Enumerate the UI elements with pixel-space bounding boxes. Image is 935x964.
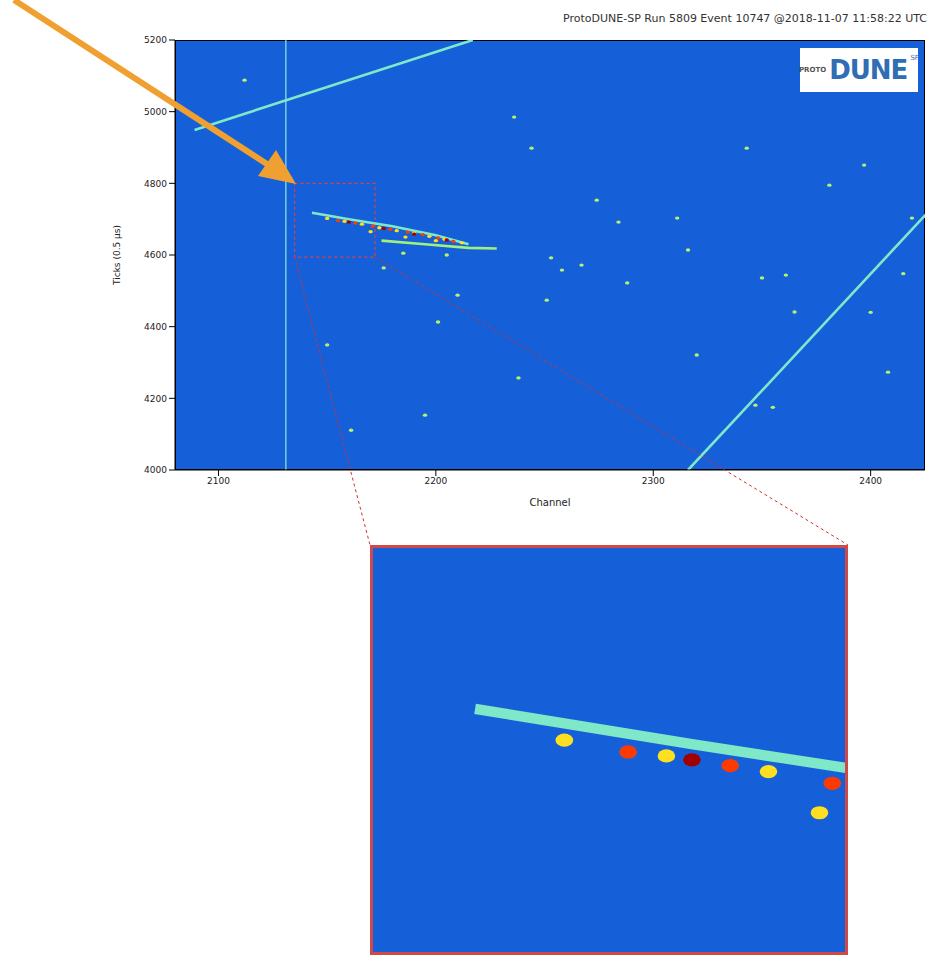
html-text:ProtoDUNE-SP Run 5809 Event 10: ProtoDUNE-SP Run 5809 Event 10747 @2018-… (563, 12, 927, 25)
svg-text:2300: 2300 (642, 476, 665, 486)
html-text:DUNE: DUNE (829, 55, 908, 85)
svg-text:4800: 4800 (144, 179, 167, 189)
svg-text:5200: 5200 (144, 35, 167, 45)
svg-text:2100: 2100 (207, 476, 230, 486)
html-text:PROTO: PROTO (799, 66, 827, 74)
svg-text:Channel: Channel (529, 497, 570, 508)
svg-text:4200: 4200 (144, 394, 167, 404)
svg-text:2400: 2400 (859, 476, 882, 486)
svg-text:4600: 4600 (144, 250, 167, 260)
svg-text:Ticks (0.5 µs): Ticks (0.5 µs) (112, 225, 122, 286)
svg-text:5000: 5000 (144, 107, 167, 117)
svg-text:2200: 2200 (424, 476, 447, 486)
svg-text:4000: 4000 (144, 465, 167, 475)
svg-text:4400: 4400 (144, 322, 167, 332)
html-text:SP: SP (910, 54, 919, 62)
